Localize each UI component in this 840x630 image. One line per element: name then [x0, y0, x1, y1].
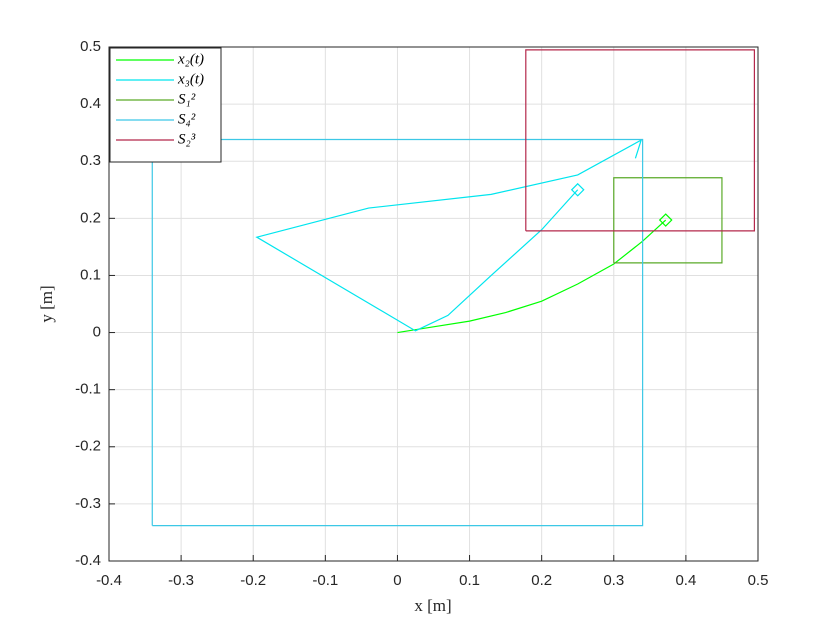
x-tick-label: 0: [393, 572, 401, 589]
end-marker: [658, 213, 673, 227]
x-tick-label: 0.5: [748, 572, 769, 589]
y-tick-label: -0.4: [75, 552, 101, 569]
series-line: [151, 138, 644, 527]
y-tick-label: 0.4: [80, 95, 101, 112]
x-tick-label: 0.2: [531, 572, 552, 589]
x-tick-label: 0.1: [459, 572, 480, 589]
y-tick-label: 0.1: [80, 266, 101, 283]
x-tick-label: -0.1: [312, 572, 338, 589]
legend-label: S₁²: [178, 91, 196, 107]
series-line: [397, 219, 667, 334]
y-axis-label: y [m]: [37, 285, 56, 322]
y-tick-label: -0.1: [75, 381, 101, 398]
series-line: [525, 49, 755, 232]
end-marker: [570, 182, 585, 197]
x-tick-label: -0.4: [96, 572, 122, 589]
x-tick-label: -0.3: [168, 572, 194, 589]
axes-box: [108, 46, 759, 562]
legend-box: [109, 47, 222, 163]
x-tick-label: 0.4: [675, 572, 696, 589]
series-line: [613, 177, 723, 264]
x-tick-label: 0.3: [603, 572, 624, 589]
y-tick-label: 0.5: [80, 38, 101, 55]
series-line: [255, 138, 643, 332]
legend-label: x₃(t): [177, 71, 204, 87]
legend-label: x₂(t): [177, 51, 204, 67]
legend-label: S₂³: [178, 131, 196, 147]
x-tick-label: -0.2: [240, 572, 266, 589]
y-tick-label: 0.3: [80, 152, 101, 169]
y-tick-label: -0.2: [75, 438, 101, 455]
x-axis-label: x [m]: [414, 596, 451, 615]
legend-label: S₄²: [178, 111, 196, 127]
y-tick-label: 0: [93, 324, 101, 341]
y-tick-label: -0.3: [75, 495, 101, 512]
y-tick-label: 0.2: [80, 209, 101, 226]
